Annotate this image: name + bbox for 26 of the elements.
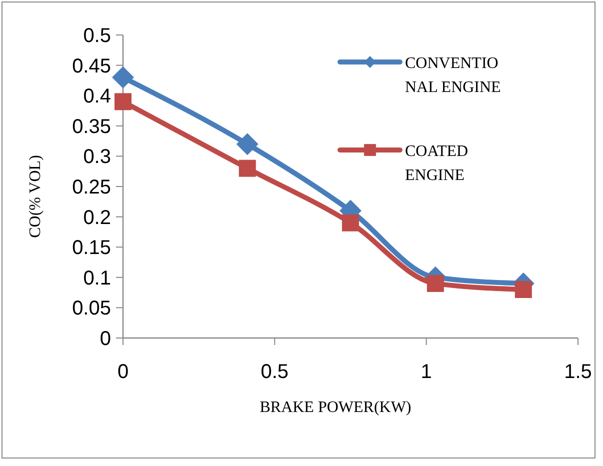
x-axis-title: BRAKE POWER(KW) — [260, 399, 412, 416]
y-tick-label: 0.3 — [83, 146, 111, 168]
y-tick-label: 0.35 — [72, 116, 111, 138]
y-tick-label: 0.4 — [83, 86, 111, 108]
point — [426, 274, 444, 292]
y-tick-label: 0.05 — [72, 298, 111, 320]
y-tick-label: 0.5 — [83, 25, 111, 47]
point — [112, 66, 134, 88]
point — [236, 133, 258, 156]
point — [514, 281, 532, 298]
point — [238, 160, 256, 177]
x-tick-label: 1.5 — [564, 361, 592, 383]
x-tick-label: 0 — [117, 361, 129, 383]
y-tick-label: 0.15 — [72, 237, 111, 260]
legend-label: CONVENTIONAL ENGINE — [405, 55, 501, 96]
point — [342, 214, 359, 232]
x-tick-label: 0.5 — [260, 361, 289, 383]
y-tick-label: 0 — [100, 328, 111, 350]
y-tick-label: 0.2 — [83, 206, 111, 229]
x-tick-label: 1 — [420, 361, 432, 383]
y-tick-label: 0.1 — [83, 267, 111, 290]
point — [114, 93, 132, 110]
legend-label: COATED ENGINE — [405, 143, 468, 184]
y-tick-label: 0.45 — [72, 55, 111, 78]
y-tick-label: 0.25 — [72, 176, 111, 198]
y-axis-title: CO(% VOL) — [27, 155, 44, 238]
